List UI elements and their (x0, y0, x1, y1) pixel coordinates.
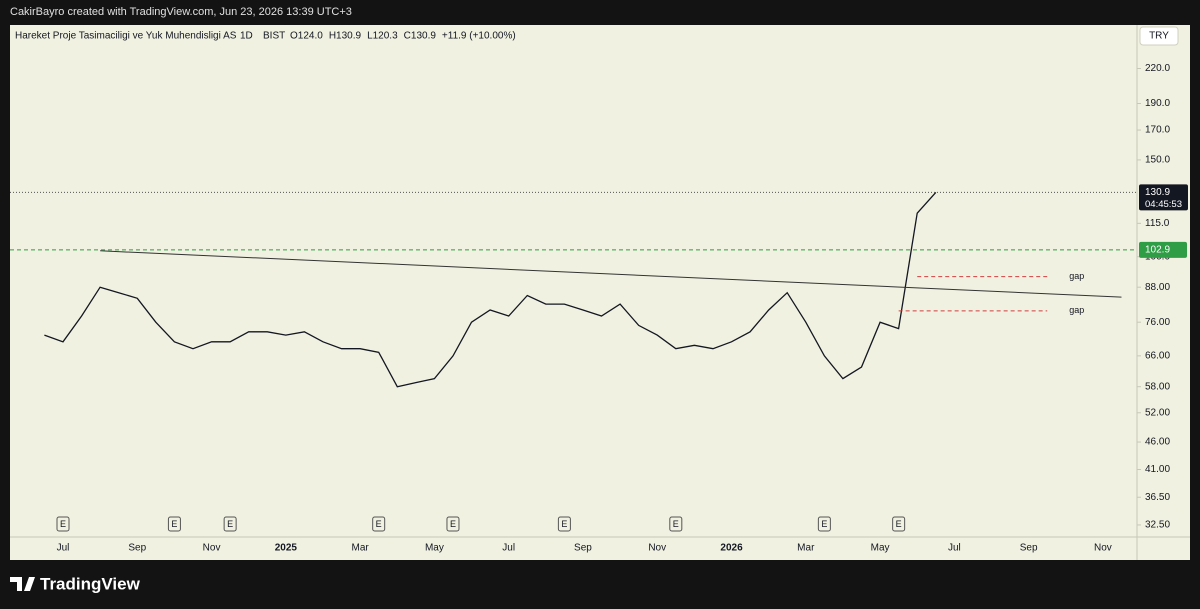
level-label: 102.9 (1145, 245, 1170, 256)
countdown: 04:45:53 (1145, 199, 1182, 210)
trendline (100, 250, 1122, 298)
interval: 1D (240, 31, 253, 42)
y-tick-label: 115.0 (1145, 218, 1170, 229)
last-price-label: 130.9 (1145, 187, 1170, 198)
x-tick-label: Nov (203, 543, 221, 554)
ohlc-value: +11.9 (+10.00%) (442, 31, 516, 42)
currency-box[interactable] (1139, 26, 1179, 46)
y-tick-label: 66.00 (1145, 351, 1170, 362)
y-tick-label: 36.50 (1145, 492, 1170, 503)
earnings-marker (446, 516, 460, 532)
x-tick-label: Jul (57, 543, 70, 554)
earnings-label: E (896, 519, 902, 529)
earnings-marker (167, 516, 181, 532)
y-tick-label: 190.0 (1145, 98, 1170, 109)
y-tick-label: 52.00 (1145, 407, 1170, 418)
x-tick-label: Jul (502, 543, 515, 554)
x-tick-label: Sep (1020, 543, 1038, 554)
earnings-label: E (171, 519, 177, 529)
brand-logo (10, 577, 35, 591)
y-tick-label: 170.0 (1145, 125, 1170, 136)
ohlc-value: H130.9 (329, 31, 362, 42)
currency[interactable]: TRY (1149, 31, 1169, 42)
x-tick-label: 2025 (275, 543, 298, 554)
x-tick-label: Sep (128, 543, 146, 554)
earnings-marker (557, 516, 571, 532)
earnings-marker (223, 516, 237, 532)
earnings-marker (892, 516, 906, 532)
ohlc-value: L120.3 (367, 31, 398, 42)
symbol-name: Hareket Proje Tasimaciligi ve Yuk Muhend… (15, 31, 237, 42)
earnings-label: E (673, 519, 679, 529)
chart-panel (10, 25, 1190, 560)
y-tick-label: 32.50 (1145, 520, 1170, 531)
ohlc-value: O124.0 (290, 31, 323, 42)
gap-label: gap (1069, 305, 1084, 315)
earnings-label: E (561, 519, 567, 529)
y-tick-label: 150.0 (1145, 155, 1170, 166)
earnings-marker (56, 516, 70, 532)
x-tick-label: Sep (574, 543, 592, 554)
ohlc-value: C130.9 (404, 31, 437, 42)
y-tick-label: 46.00 (1145, 437, 1170, 448)
legend: Hareket Proje Tasimaciligi ve Yuk Muhend… (15, 31, 516, 42)
earnings-label: E (227, 519, 233, 529)
earnings-label: E (60, 519, 66, 529)
y-tick-label: 41.00 (1145, 464, 1170, 475)
x-tick-label: Nov (1094, 543, 1112, 554)
gap-label: gap (1069, 271, 1084, 281)
exchange: BIST (263, 31, 285, 42)
earnings-marker (817, 516, 831, 532)
earnings-label: E (376, 519, 382, 529)
price-line (44, 191, 937, 388)
earnings-label: E (450, 519, 456, 529)
x-tick-label: 2026 (720, 543, 743, 554)
x-tick-label: Nov (648, 543, 666, 554)
x-tick-label: May (425, 543, 444, 554)
credit: CakirBayro created with TradingView.com,… (10, 6, 352, 18)
brand-name: TradingView (40, 574, 141, 593)
earnings-marker (372, 516, 386, 532)
earnings-label: E (821, 519, 827, 529)
earnings-marker (669, 516, 683, 532)
level-tag (1139, 241, 1187, 258)
x-tick-label: Jul (948, 543, 961, 554)
x-tick-label: May (871, 543, 890, 554)
y-tick-label: 76.00 (1145, 317, 1170, 328)
last-price-tag (1139, 184, 1188, 211)
y-tick-label: 88.00 (1145, 282, 1170, 293)
y-tick-label: 220.0 (1145, 63, 1170, 74)
x-tick-label: Mar (797, 543, 815, 554)
y-tick-label: 58.00 (1145, 381, 1170, 392)
brand: TradingView (10, 574, 141, 593)
x-tick-label: Mar (352, 543, 370, 554)
